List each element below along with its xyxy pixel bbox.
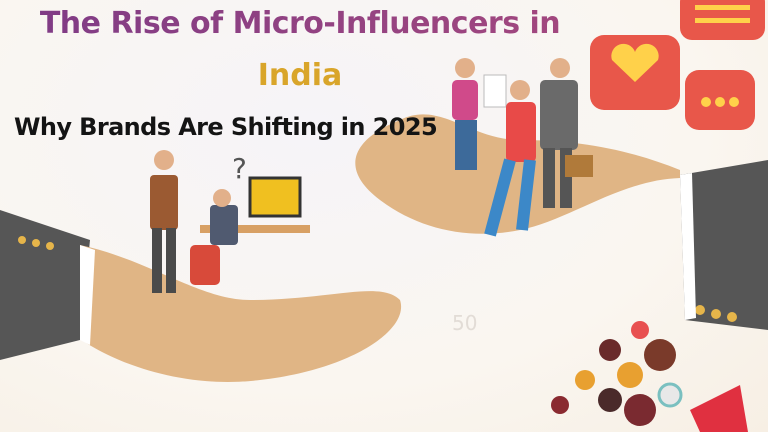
background-number: 50 (452, 311, 477, 335)
page-subtitle: Why Brands Are Shifting in 2025 (14, 113, 438, 141)
office-worker-icon: ? (150, 150, 310, 293)
megaphone-icon (551, 321, 748, 432)
business-team-icon (452, 58, 593, 237)
speech-bubble-heart-icon (590, 0, 765, 130)
hand-left-icon (0, 210, 402, 382)
hand-right-icon (355, 114, 768, 330)
page-title: The Rise of Micro-Influencers in (0, 6, 600, 41)
page-title-accent: India (257, 58, 343, 93)
question-mark-icon: ? (232, 152, 247, 185)
